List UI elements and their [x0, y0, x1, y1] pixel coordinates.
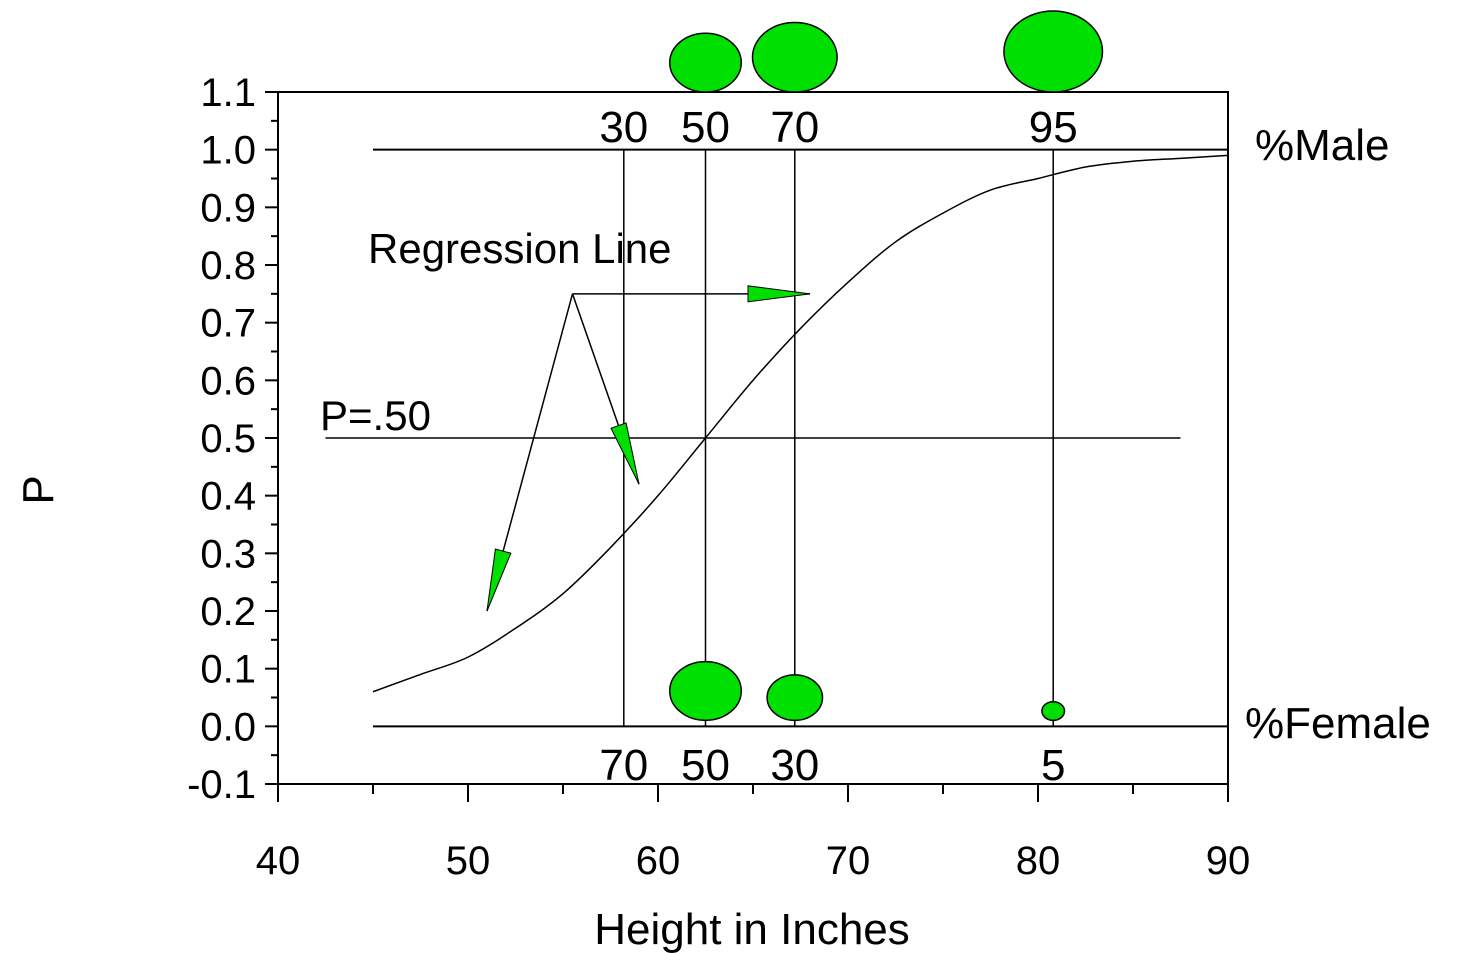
male-line-label: %Male	[1255, 121, 1390, 170]
regression-curve	[372, 154, 1229, 693]
male-percentage-bubble	[1003, 10, 1104, 93]
regression-curve-path	[372, 154, 1229, 693]
female-percentage-label: 70	[599, 741, 648, 790]
axis-ticks: -0.1 0.0 0.1 0.2 0.3 0.4 0.5 0.6 0.7 0.8 0.9 1.0 1.1…	[187, 71, 1250, 883]
regression-line-label: Regression Line	[368, 225, 672, 272]
y-tick-label: 0.9	[200, 186, 256, 230]
y-tick-label: 0.2	[200, 590, 256, 634]
annotation-arrow-head	[486, 548, 512, 612]
male-percentage-label: 95	[1029, 103, 1078, 152]
y-tick-label: 0.8	[200, 244, 256, 288]
regression-annotation	[486, 285, 811, 612]
male-percentage-bubble	[668, 32, 743, 93]
male-percentage-label: 30	[599, 103, 648, 152]
y-tick-label: 0.1	[200, 648, 256, 692]
y-tick-label: 0.3	[200, 532, 256, 576]
x-tick-label: 40	[256, 839, 301, 883]
y-tick-label: 0.7	[200, 302, 256, 346]
annotation-arrow-head	[747, 285, 811, 303]
y-axis-title: P	[14, 475, 63, 504]
y-tick-label: 0.0	[200, 705, 256, 749]
female-percentage-label: 5	[1041, 741, 1065, 790]
female-percentage-bubble	[766, 674, 824, 722]
p50-label: P=.50	[320, 392, 431, 439]
y-tick-label: 0.5	[200, 417, 256, 461]
annotation-arrow-head	[610, 422, 640, 485]
y-tick-label: -0.1	[187, 763, 256, 807]
percentage-bubbles: 30 50 70 95 70 50 30 5	[599, 10, 1104, 790]
x-tick-label: 90	[1206, 839, 1251, 883]
x-axis-title: Height in Inches	[594, 905, 910, 953]
y-tick-label: 0.6	[200, 359, 256, 403]
male-percentage-label: 50	[681, 103, 730, 152]
y-tick-label: 1.0	[200, 129, 256, 173]
female-percentage-bubble	[668, 660, 743, 722]
y-tick-label: 1.1	[200, 71, 256, 115]
x-tick-label: 60	[636, 839, 681, 883]
x-tick-label: 70	[826, 839, 871, 883]
male-percentage-label: 70	[770, 103, 819, 152]
x-tick-label: 50	[446, 839, 491, 883]
female-percentage-label: 30	[770, 741, 819, 790]
female-percentage-bubble	[1041, 701, 1066, 722]
male-percentage-bubble	[751, 21, 838, 93]
female-line-label: %Female	[1245, 699, 1431, 748]
x-tick-label: 80	[1016, 839, 1061, 883]
female-percentage-label: 50	[681, 741, 730, 790]
y-tick-label: 0.4	[200, 475, 256, 519]
